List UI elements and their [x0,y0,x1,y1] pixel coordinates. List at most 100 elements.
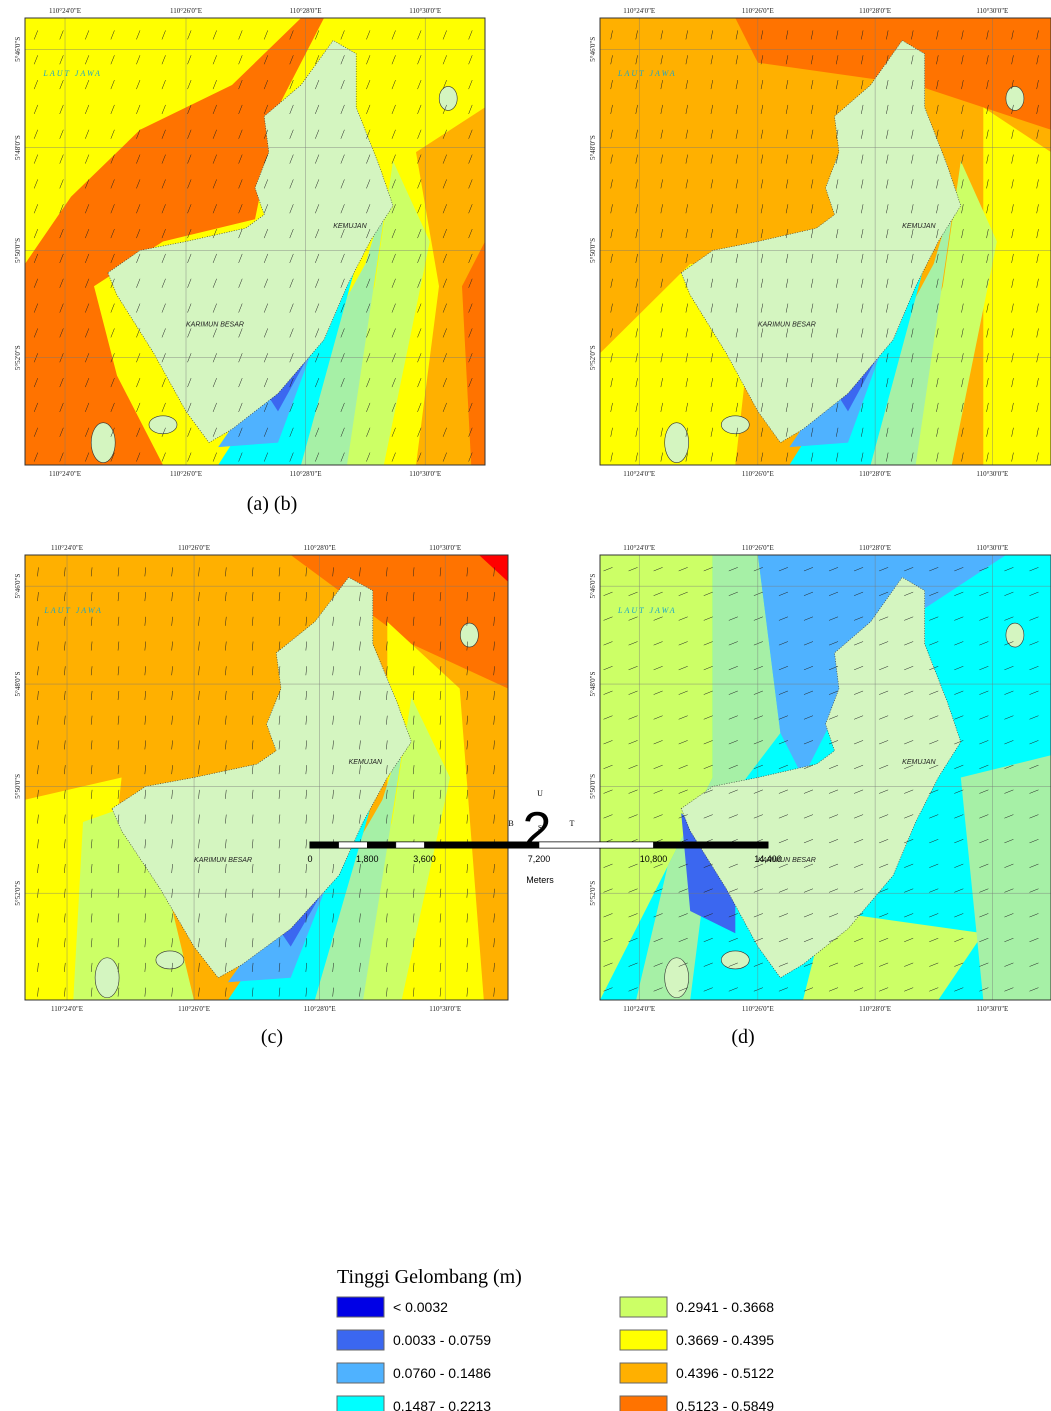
wave-arrow [439,864,442,874]
compass-east: T [570,819,575,828]
wave-arrow [439,740,442,750]
wave-arrow [911,278,914,288]
wave-arrow [961,80,964,90]
wave-arrow [1004,591,1014,596]
small-island [460,622,479,648]
wave-arrow [603,666,613,671]
wave-arrow [954,666,964,671]
wave-arrow [979,888,989,893]
wave-arrow [886,129,889,139]
wave-arrow [442,154,447,164]
wave-arrow [760,30,764,40]
wave-arrow [728,888,738,893]
wave-arrow [187,328,192,338]
lon-label: 110°26'0"E [742,470,774,478]
wave-zone [983,107,1051,466]
wave-arrow [171,789,173,799]
wave-arrow [439,987,442,997]
wave-arrow [778,913,789,918]
wave-arrow [911,253,914,263]
wave-arrow [879,937,889,943]
wave-arrow [853,715,864,720]
wave-arrow [760,80,764,90]
wave-arrow [929,591,939,596]
wave-arrow [653,641,663,646]
wave-arrow [1036,55,1039,65]
wave-arrow [635,154,638,164]
wave-arrow [315,402,320,413]
scale-segment [395,841,425,849]
wave-arrow [466,592,468,602]
wave-arrow [225,789,227,799]
wave-arrow [778,987,789,992]
wave-arrow [904,888,914,893]
wave-arrow [828,616,839,621]
wave-arrow [198,789,200,799]
wave-arrow [366,30,371,40]
wave-arrow [753,740,763,745]
wave-arrow [610,104,613,114]
wave-arrow [238,253,243,264]
lon-label: 110°24'0"E [49,470,81,478]
wave-zone [266,724,407,1000]
wave-arrow [466,690,468,700]
wave-arrow [289,154,294,164]
wave-arrow [653,987,663,992]
wave-arrow [1011,30,1014,40]
wave-arrow [493,740,495,750]
wave-arrow [238,278,243,288]
wave-arrow [59,253,64,264]
wave-arrow [493,913,495,923]
small-island [720,415,750,435]
wave-arrow [33,377,39,388]
wave-arrow [753,937,763,943]
wave-arrow [439,765,442,775]
wave-arrow [710,55,713,65]
wave-arrow [391,402,396,413]
wave-arrow [493,592,495,602]
wave-arrow [785,402,789,412]
wave-arrow [366,452,371,462]
lon-label: 110°28'0"E [859,544,891,552]
wave-arrow [678,666,688,671]
place-label: KEMUJAN [902,223,936,230]
wave-arrow [468,328,473,338]
lon-label: 110°28'0"E [290,470,322,478]
wave-arrow [187,278,192,288]
wave-arrow [251,715,254,725]
wave-arrow [710,30,713,40]
wave-arrow [904,863,914,868]
wave-arrow [85,228,90,239]
wave-arrow [212,303,217,313]
wave-arrow [603,740,613,745]
wave-arrow [929,666,939,671]
wave-arrow [810,229,814,239]
wave-arrow [653,715,663,720]
wave-arrow [238,79,243,90]
wave-arrow [442,104,447,115]
wave-arrow [64,740,66,750]
wave-arrow [853,591,864,596]
wave-arrow [171,962,173,972]
wave-arrow [954,591,964,596]
wave-arrow [904,715,914,720]
wave-arrow [340,377,345,388]
wave-arrow [678,740,688,745]
wave-arrow [911,80,914,90]
wave-arrow [1004,764,1014,769]
wave-arrow [760,402,764,412]
wave-arrow [1029,616,1039,621]
wave-arrow [117,987,120,997]
wave-arrow [879,863,889,868]
wave-arrow [64,987,66,997]
wave-arrow [735,30,739,40]
wave-arrow [161,427,166,437]
wave-arrow [753,641,763,646]
wave-arrow [90,814,93,824]
wave-arrow [879,839,889,844]
wave-arrow [144,913,146,923]
wave-arrow [198,616,200,626]
wave-arrow [610,229,613,239]
wave-arrow [760,378,764,388]
